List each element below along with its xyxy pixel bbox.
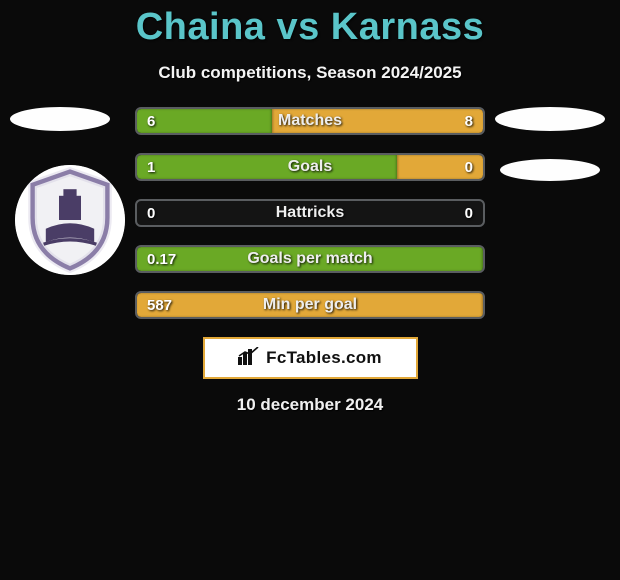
stat-row: Min per goal587	[135, 291, 485, 319]
comparison-chart: Matches68Goals10Hattricks00Goals per mat…	[0, 107, 620, 319]
brand-badge: FcTables.com	[203, 337, 418, 379]
stat-value-left: 6	[147, 109, 155, 133]
stat-rows: Matches68Goals10Hattricks00Goals per mat…	[135, 107, 485, 319]
stat-label: Hattricks	[137, 201, 483, 225]
stat-value-left: 0.17	[147, 247, 176, 271]
stat-value-right: 0	[465, 201, 473, 225]
date-text: 10 december 2024	[0, 395, 620, 415]
stat-value-left: 587	[147, 293, 172, 317]
decorative-oval	[500, 159, 600, 181]
stat-label: Goals	[137, 155, 483, 179]
stat-value-right: 0	[465, 155, 473, 179]
page-title: Chaina vs Karnass	[0, 0, 620, 49]
stat-value-left: 0	[147, 201, 155, 225]
stat-value-right: 8	[465, 109, 473, 133]
decorative-oval	[10, 107, 110, 131]
club-badge-left	[15, 165, 125, 275]
stat-row: Matches6 8	[135, 107, 485, 135]
page-subtitle: Club competitions, Season 2024/2025	[0, 63, 620, 83]
stat-label: Matches	[137, 109, 483, 133]
stat-row: Goals per match0.17	[135, 245, 485, 273]
brand-text: FcTables.com	[266, 348, 382, 368]
stat-value-left: 1	[147, 155, 155, 179]
stat-row: Goals1 0	[135, 153, 485, 181]
bars-icon	[238, 347, 266, 370]
stat-label: Goals per match	[137, 247, 483, 271]
stat-label: Min per goal	[137, 293, 483, 317]
stat-row: Hattricks0 0	[135, 199, 485, 227]
decorative-oval	[495, 107, 605, 131]
